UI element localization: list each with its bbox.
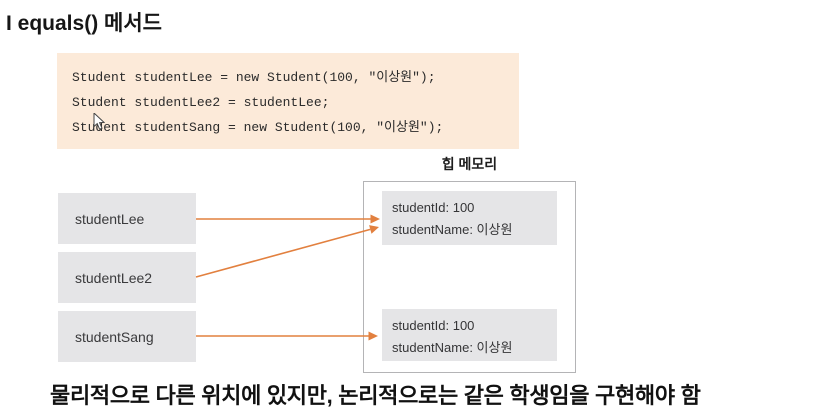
reference-box-studentlee: studentLee (58, 193, 196, 244)
bottom-caption: 물리적으로 다른 위치에 있지만, 논리적으로는 같은 학생임을 구현해야 함 (50, 383, 701, 408)
heap-memory-label: 힙 메모리 (441, 156, 498, 172)
reference-label: studentSang (75, 328, 154, 345)
code-line: Student studentLee2 = studentLee; (72, 95, 330, 110)
code-line: Student studentLee = new Student(100, "이… (72, 70, 436, 85)
heap-object: studentId: 100 studentName: 이상원 (382, 309, 557, 361)
reference-box-studentsang: studentSang (58, 311, 196, 362)
heap-field-student-name: studentName: 이상원 (392, 222, 513, 237)
reference-label: studentLee2 (75, 269, 153, 286)
arrow-studentlee-to-object1 (196, 214, 380, 224)
heap-field-student-name: studentName: 이상원 (392, 340, 513, 355)
reference-label: studentLee (75, 210, 145, 227)
code-block: Student studentLee = new Student(100, "이… (57, 53, 519, 149)
heap-object: studentId: 100 studentName: 이상원 (382, 191, 557, 245)
page-title: I equals() 메서드 (6, 12, 162, 35)
heap-field-student-id: studentId: 100 (392, 318, 475, 333)
arrow-studentsang-to-object2 (196, 331, 378, 341)
mouse-cursor-icon (93, 113, 105, 130)
arrow-studentlee2-to-object1 (195, 225, 379, 278)
heap-field-student-id: studentId: 100 (392, 200, 475, 215)
code-line: Student studentSang = new Student(100, "… (72, 120, 444, 135)
reference-box-studentlee2: studentLee2 (58, 252, 196, 303)
